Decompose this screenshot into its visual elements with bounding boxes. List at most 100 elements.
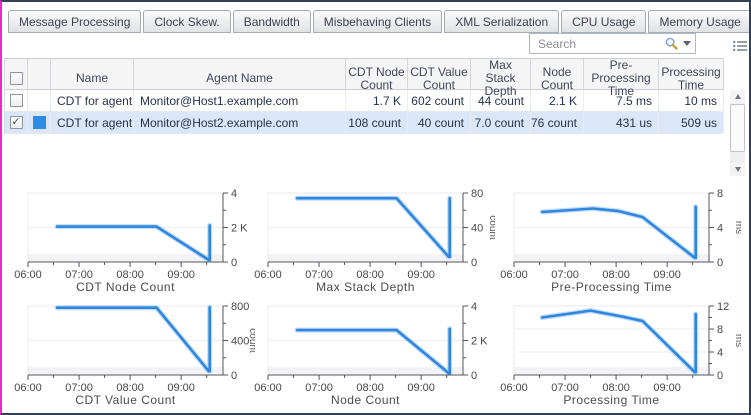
header-cdt-node-count[interactable]: CDT Node Count	[346, 59, 408, 98]
column-chooser-button[interactable]	[731, 38, 748, 53]
svg-text:08:00: 08:00	[356, 382, 384, 394]
svg-text:Pre-Processing Time: Pre-Processing Time	[551, 280, 672, 294]
search-box	[529, 33, 696, 54]
cell-node-count: 2.1 K	[531, 90, 584, 111]
svg-text:8: 8	[717, 188, 723, 200]
svg-text:08:00: 08:00	[602, 382, 630, 394]
svg-text:400: 400	[231, 336, 249, 348]
tab-label: Memory Usage	[659, 14, 741, 29]
svg-text:07:00: 07:00	[551, 382, 579, 394]
cell-cdt-node-count: 1.7 K	[346, 90, 408, 111]
row-checkbox[interactable]	[9, 116, 23, 129]
tab-cpu-usage[interactable]: CPU Usage	[561, 10, 647, 33]
cell-cdt-node-count: 108 count	[346, 112, 408, 133]
svg-text:ms: ms	[733, 334, 741, 347]
tab-label: Message Processing	[19, 14, 131, 29]
tab-bandwidth[interactable]: Bandwidth	[232, 10, 311, 33]
svg-text:09:00: 09:00	[407, 382, 435, 394]
tab-bar: Message Processing Clock Skew. Bandwidth…	[8, 5, 749, 33]
tab-label: Clock Skew.	[154, 14, 220, 29]
svg-text:0: 0	[717, 257, 723, 269]
svg-text:800: 800	[231, 301, 249, 313]
svg-text:count: count	[487, 215, 495, 240]
svg-text:0: 0	[471, 257, 477, 269]
svg-text:ms: ms	[733, 221, 741, 234]
svg-text:07:00: 07:00	[305, 382, 333, 394]
scrollbar-thumb[interactable]	[730, 104, 745, 152]
header-agent-name[interactable]: Agent Name	[134, 59, 346, 98]
header-max-stack-depth[interactable]: Max Stack Depth	[471, 59, 531, 98]
triangle-up-icon	[734, 94, 741, 99]
column-chooser-icon	[732, 40, 747, 51]
select-all-cell	[5, 59, 28, 98]
header-node-count[interactable]: Node Count	[531, 59, 584, 98]
svg-text:09:00: 09:00	[653, 382, 681, 394]
tab-label: Misbehaving Clients	[323, 14, 432, 29]
search-input[interactable]	[536, 35, 664, 52]
svg-text:08:00: 08:00	[116, 382, 144, 394]
svg-text:CDT Value Count: CDT Value Count	[75, 393, 176, 407]
tab-clock-skew[interactable]: Clock Skew.	[143, 10, 231, 33]
tab-misbehaving-clients[interactable]: Misbehaving Clients	[312, 10, 443, 33]
cell-max-stack-depth: 7.0 count	[471, 112, 531, 133]
svg-text:Node Count: Node Count	[331, 393, 400, 407]
table-row[interactable]: CDT for agent 3 Monitor@Host1.example.co…	[4, 90, 724, 112]
svg-text:4: 4	[471, 301, 477, 313]
svg-text:06:00: 06:00	[500, 382, 528, 394]
cell-max-stack-depth: 44 count	[471, 90, 531, 111]
svg-text:06:00: 06:00	[500, 269, 528, 281]
series-swatch	[32, 116, 46, 129]
select-all-checkbox[interactable]	[9, 72, 23, 85]
chart-processing-time: 0 4 8 12 06:00 07:00 08:00 09:00 ms Processing Ti…	[494, 298, 744, 412]
tab-label: XML Serialization	[455, 14, 549, 29]
magnifier-icon[interactable]	[664, 36, 679, 51]
tab-label: CPU Usage	[572, 14, 636, 29]
grid-header-row: Name Agent Name CDT Node Count CDT Value…	[4, 58, 724, 98]
cell-agent: Monitor@Host2.example.com	[134, 112, 346, 133]
svg-text:07:00: 07:00	[305, 269, 333, 281]
tab-message-processing[interactable]: Message Processing	[8, 10, 142, 33]
table-row[interactable]: CDT for agent 5 Monitor@Host2.example.co…	[4, 112, 724, 134]
svg-text:80: 80	[471, 188, 483, 200]
svg-text:09:00: 09:00	[653, 269, 681, 281]
cell-node-count: 76 count	[531, 112, 584, 133]
tab-memory-usage[interactable]: Memory Usage	[648, 10, 749, 33]
data-grid: Name Agent Name CDT Node Count CDT Value…	[4, 58, 724, 134]
grid-scrollbar[interactable]	[730, 90, 745, 176]
row-swatch-cell	[28, 112, 51, 133]
svg-text:2 K: 2 K	[231, 223, 248, 235]
cell-processing-time: 10 ms	[659, 90, 724, 111]
svg-text:Processing Time: Processing Time	[563, 393, 659, 407]
header-cdt-value-count[interactable]: CDT Value Count	[408, 59, 471, 98]
chart-pre-processing-time: 0 4 8 06:00 07:00 08:00 09:00 ms Pre-Processing …	[494, 185, 744, 299]
triangle-down-icon	[734, 167, 741, 172]
cell-pre-processing-time: 7.5 ms	[584, 90, 659, 111]
chart-node-count: 0 2 K 4 06:00 07:00 08:00 09:00 Node Count	[248, 298, 495, 412]
cell-name: CDT for agent 3	[51, 90, 134, 111]
svg-text:4: 4	[717, 223, 723, 235]
svg-text:07:00: 07:00	[551, 269, 579, 281]
svg-text:12: 12	[717, 301, 729, 313]
header-pre-processing-time[interactable]: Pre-Processing Time	[584, 59, 659, 98]
svg-text:count: count	[247, 328, 255, 353]
cell-cdt-value-count: 602 count	[408, 90, 471, 111]
svg-text:06:00: 06:00	[254, 269, 282, 281]
scroll-up-button[interactable]	[730, 90, 745, 103]
tab-xml-serialization[interactable]: XML Serialization	[444, 10, 560, 33]
svg-text:0: 0	[231, 257, 237, 269]
header-name[interactable]: Name	[51, 59, 134, 98]
chart-max-stack-depth: 0 40 80 06:00 07:00 08:00 09:00 count Max Stack …	[248, 185, 498, 299]
svg-text:4: 4	[231, 188, 237, 200]
svg-text:06:00: 06:00	[14, 382, 42, 394]
header-processing-time[interactable]: Processing Time	[659, 59, 724, 98]
svg-text:06:00: 06:00	[254, 382, 282, 394]
row-swatch-cell	[28, 90, 51, 111]
svg-text:8: 8	[717, 324, 723, 336]
svg-text:0: 0	[231, 370, 237, 382]
svg-text:08:00: 08:00	[116, 269, 144, 281]
row-checkbox[interactable]	[9, 94, 23, 107]
cell-agent: Monitor@Host1.example.com	[134, 90, 346, 111]
chevron-down-icon[interactable]	[683, 41, 691, 46]
scroll-down-button[interactable]	[730, 163, 745, 176]
